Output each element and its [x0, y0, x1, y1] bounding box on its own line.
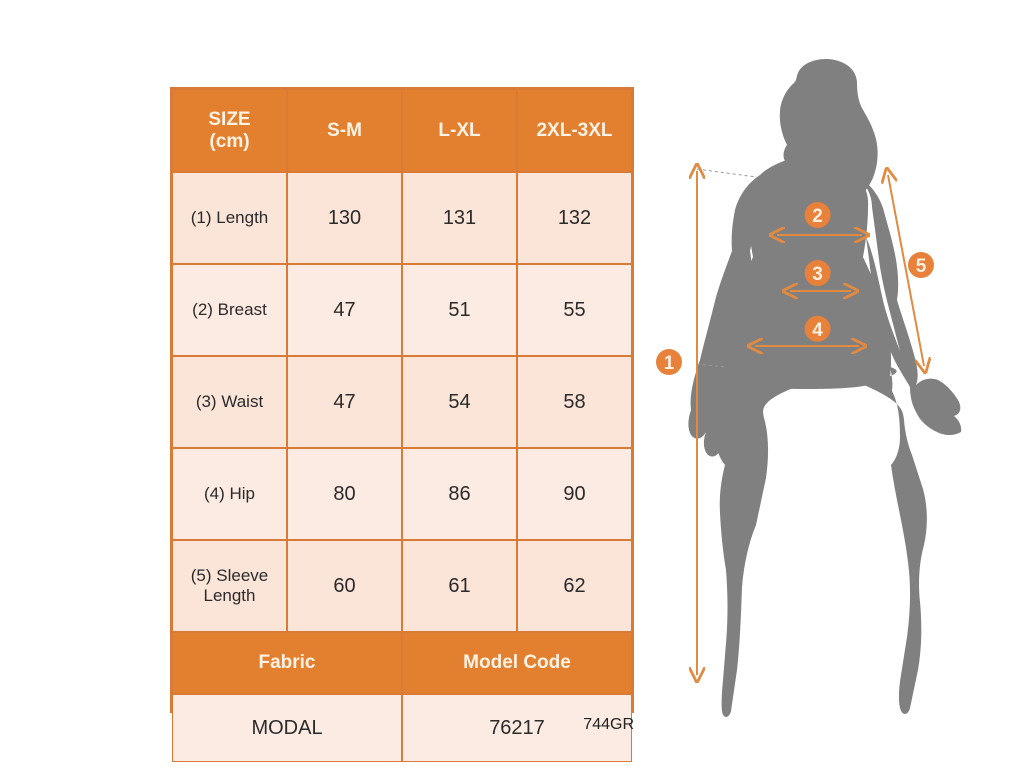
svg-text:2: 2	[812, 206, 823, 227]
svg-text:5: 5	[916, 256, 927, 277]
svg-text:3: 3	[812, 264, 823, 285]
svg-text:4: 4	[812, 320, 823, 341]
svg-text:1: 1	[664, 353, 675, 374]
